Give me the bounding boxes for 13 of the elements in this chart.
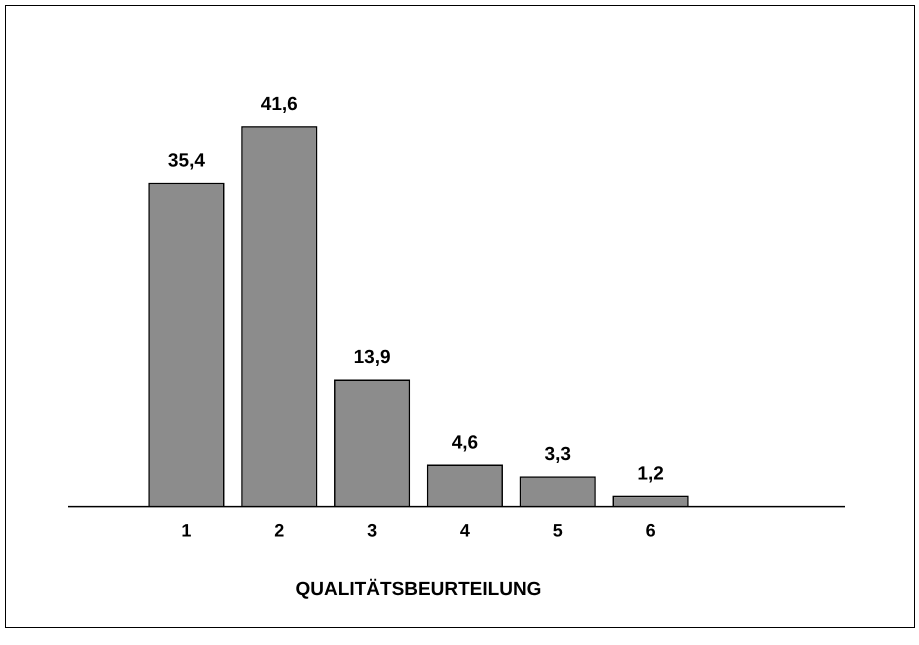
- x-tick-label: 3: [367, 520, 378, 540]
- data-label: 13,9: [354, 347, 391, 368]
- x-tick-label: 4: [460, 520, 470, 540]
- x-tick-label: 1: [181, 520, 192, 540]
- x-axis-title: QUALITÄTSBEURTEILUNG: [296, 578, 542, 600]
- data-label: 1,2: [637, 463, 664, 484]
- x-tick-label: 6: [646, 520, 656, 540]
- data-label: 41,6: [260, 94, 298, 115]
- data-label: 4,6: [452, 432, 478, 454]
- data-label: 3,3: [544, 444, 571, 466]
- data-label: 35,4: [168, 150, 206, 172]
- x-tick-label: 5: [552, 520, 563, 540]
- x-tick-label: 2: [274, 520, 284, 540]
